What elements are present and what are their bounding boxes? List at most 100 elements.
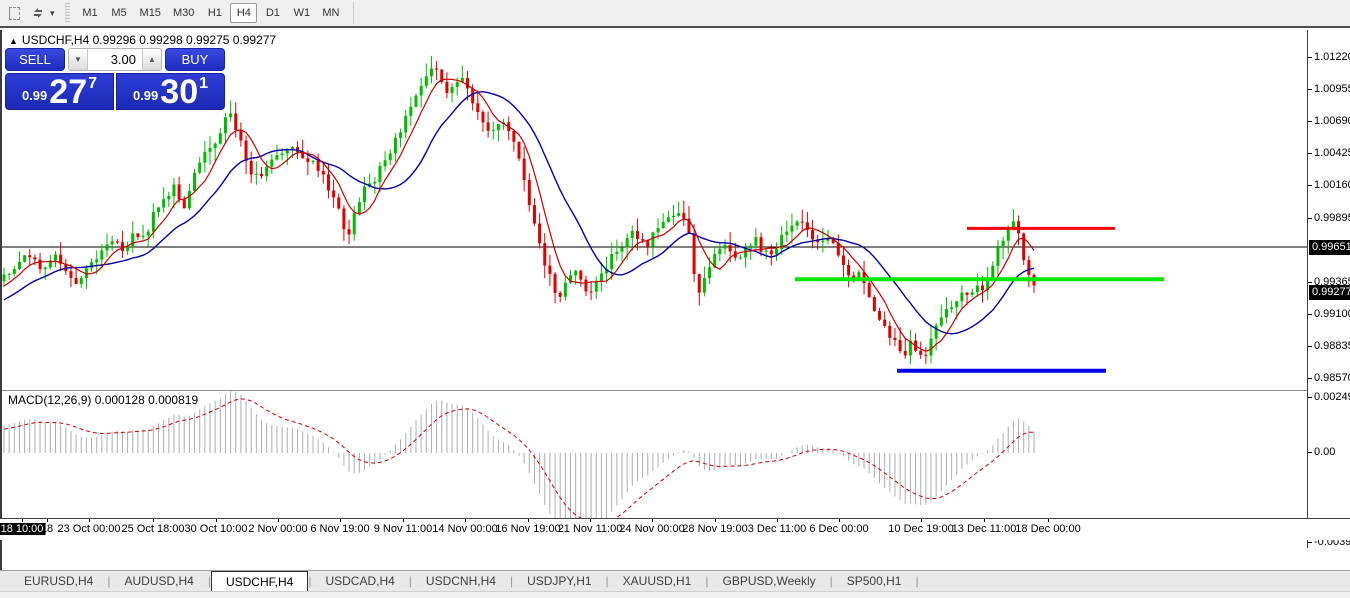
chart-tab-sp500-h1[interactable]: SP500,H1	[846, 574, 902, 588]
candle-body	[811, 230, 815, 240]
candle-body	[285, 149, 289, 154]
price-axis-label: 0.99895	[1314, 211, 1350, 224]
axis-tick	[1308, 378, 1312, 379]
sell-button[interactable]: SELL	[5, 48, 65, 71]
timeframe-button-m30[interactable]: M30	[168, 3, 199, 23]
time-axis-tick	[839, 519, 840, 522]
updown-arrows-icon	[34, 8, 42, 18]
candle-body	[651, 232, 655, 247]
buy-price-display[interactable]: 0.99 30 1	[116, 73, 225, 110]
tab-divider: |	[509, 574, 514, 588]
candle-body	[718, 248, 722, 255]
candle-body	[131, 233, 135, 247]
macd-indicator-label: MACD(12,26,9) 0.000128 0.000819	[8, 393, 199, 407]
candle-body	[569, 275, 572, 283]
time-axis-label: 6 Dec 00:00	[809, 523, 869, 535]
candle-body	[486, 122, 490, 131]
candle-body	[883, 319, 887, 326]
candle-body	[800, 221, 804, 223]
timeframe-button-m1[interactable]: M1	[77, 3, 104, 23]
timeframe-button-m15[interactable]: M15	[135, 3, 166, 23]
ma-slow-line	[3, 90, 1035, 335]
candle-body	[249, 160, 253, 175]
candle-body	[944, 309, 948, 318]
tab-divider: |	[915, 574, 919, 588]
candle-body	[666, 217, 670, 222]
timeframe-button-mn[interactable]: MN	[317, 3, 344, 23]
timeframe-button-w1[interactable]: W1	[288, 3, 315, 23]
candle-body	[409, 106, 413, 116]
candle-body	[898, 340, 902, 352]
time-axis-label: 6 Nov 19:00	[310, 523, 370, 535]
candle-body	[836, 243, 840, 256]
time-axis-tick	[715, 519, 716, 522]
timeframe-button-h4[interactable]: H4	[230, 3, 258, 23]
candle-body	[785, 231, 789, 235]
chart-tab-audusd-h4[interactable]: AUDUSD,H4	[124, 574, 194, 588]
time-axis-tick	[153, 519, 154, 522]
candle-body	[172, 184, 176, 196]
candle-body	[311, 160, 315, 162]
candle-body	[429, 68, 433, 77]
candle-body	[193, 172, 197, 191]
symbol-collapse-icon[interactable]: ▲	[9, 36, 18, 46]
symbols-arrows-icon[interactable]	[28, 4, 48, 22]
candle-body	[713, 254, 717, 268]
chart-tab-usdjpy-h1[interactable]: USDJPY,H1	[527, 574, 592, 588]
candle-body	[229, 113, 233, 118]
candle-body	[208, 148, 212, 152]
price-axis-label: 1.00160	[1314, 179, 1350, 192]
candle-body	[162, 199, 166, 208]
axis-tick	[1308, 89, 1312, 91]
candle-body	[84, 268, 88, 279]
candle-body	[553, 273, 557, 293]
volume-decrease-button[interactable]: ▼	[69, 49, 88, 70]
timeframe-button-d1[interactable]: D1	[259, 3, 286, 23]
chart-tab-eurusd-h4[interactable]: EURUSD,H4	[24, 574, 94, 588]
time-axis-tick	[984, 519, 985, 522]
toolbar-grip[interactable]	[64, 3, 70, 23]
candle-body	[120, 242, 124, 251]
chart-tab-xauusd-h1[interactable]: XAUUSD,H1	[622, 574, 692, 588]
dropdown-caret-icon[interactable]: ▾	[50, 7, 55, 18]
candle-body	[481, 112, 485, 123]
candle-body	[872, 297, 876, 311]
candle-body	[744, 248, 748, 258]
axis-tick	[1308, 397, 1312, 398]
time-axis-tick	[47, 519, 48, 522]
timeframe-button-h1[interactable]: H1	[201, 3, 228, 23]
price-axis-label: 0.99365	[1314, 275, 1350, 288]
timeframe-button-m5[interactable]: M5	[106, 3, 133, 23]
candle-body	[2, 274, 6, 282]
chart-tab-usdcnh-h4[interactable]: USDCNH,H4	[425, 574, 496, 588]
candle-body	[399, 132, 403, 138]
candle-body	[697, 274, 701, 293]
chart-tab-gbpusd-weekly[interactable]: GBPUSD,Weekly	[722, 574, 816, 588]
candle-body	[934, 325, 938, 339]
buy-button[interactable]: BUY	[165, 48, 225, 71]
candle-body	[543, 243, 547, 266]
chart-tab-usdchf-h4[interactable]: USDCHF,H4	[210, 571, 309, 591]
candle-body	[182, 199, 186, 209]
candle-body	[939, 317, 943, 326]
volume-increase-button[interactable]: ▲	[142, 49, 161, 70]
time-axis-label: 16 Nov 19:00	[495, 523, 561, 535]
time-axis-tick	[590, 519, 591, 522]
time-axis[interactable]: 18 10:00 18 23 Oct 00:00 25 Oct 18:00 30 Oct…	[0, 518, 1350, 540]
macd-chart	[3, 391, 1035, 534]
price-axis[interactable]: 1.01220 1.00955 1.00690 1.00425 1.00160 0.998…	[1307, 30, 1350, 548]
chart-tab-usdcad-h4[interactable]: USDCAD,H4	[325, 574, 395, 588]
candle-body	[661, 221, 665, 229]
sell-price-display[interactable]: 0.99 27 7	[5, 73, 114, 110]
status-strip	[0, 591, 1350, 598]
chart-shift-icon[interactable]	[4, 4, 24, 22]
candle-body	[682, 213, 686, 219]
time-axis-tick	[528, 519, 529, 522]
candle-body	[955, 301, 959, 308]
candle-body	[460, 78, 464, 83]
candle-body	[435, 68, 439, 70]
volume-value[interactable]: 3.00	[110, 52, 136, 67]
axis-tick	[1308, 153, 1312, 155]
candle-body	[908, 340, 912, 356]
candle-body	[996, 245, 1000, 266]
